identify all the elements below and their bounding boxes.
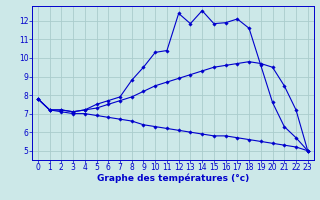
X-axis label: Graphe des températures (°c): Graphe des températures (°c) bbox=[97, 174, 249, 183]
